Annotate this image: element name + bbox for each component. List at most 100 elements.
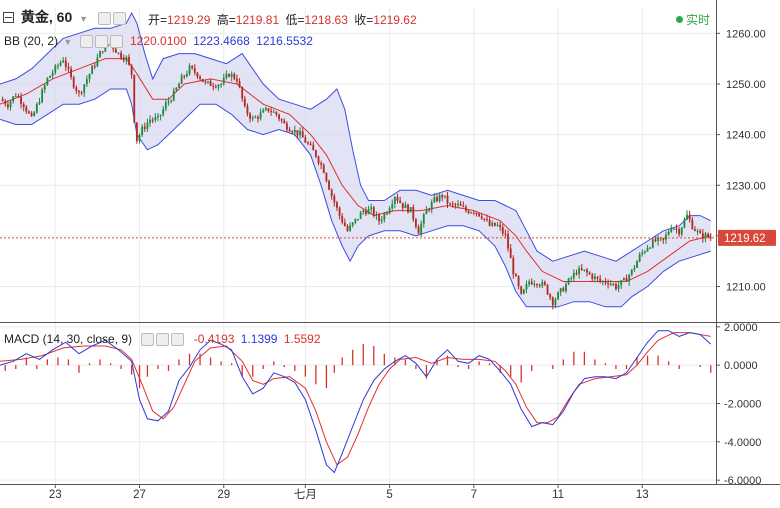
realtime-indicator[interactable]: 实时: [676, 13, 710, 27]
bb-tool-icons[interactable]: [79, 34, 125, 49]
candle-body: [196, 72, 199, 77]
gear-icon: [94, 35, 108, 49]
price-panel[interactable]: [0, 12, 716, 310]
candle-body: [704, 233, 707, 239]
candle-body: [91, 65, 94, 75]
candle-body: [694, 229, 696, 231]
candle-body: [625, 278, 628, 282]
candle-body: [159, 114, 162, 116]
candle-body: [536, 284, 538, 286]
candle-body: [4, 100, 7, 105]
candle-body: [354, 218, 357, 223]
candle-body: [25, 106, 28, 112]
candle-body: [404, 204, 407, 209]
time-axis-label: 23: [49, 489, 62, 501]
candle-body: [570, 278, 573, 280]
candle-body: [391, 203, 394, 209]
candle-body: [396, 197, 399, 201]
candle-body: [483, 218, 486, 220]
candle-body: [141, 126, 144, 136]
symbol-name[interactable]: 黄金: [20, 9, 49, 25]
candle-body: [612, 283, 615, 285]
macd-panel[interactable]: [0, 330, 712, 474]
candle-body: [480, 216, 483, 219]
candle-body: [620, 280, 623, 286]
candle-body: [486, 218, 488, 220]
macd-axis-label: -4.0000: [724, 437, 761, 449]
macd-legend: MACD (14, 30, close, 9) -0.4193 1.1399 1…: [4, 332, 321, 347]
candle-body: [54, 65, 57, 73]
price-axis-label: 1230.00: [726, 180, 766, 192]
candle-body: [507, 234, 509, 249]
candle-body: [291, 131, 294, 133]
candle-body: [607, 282, 609, 285]
interval[interactable]: 60: [56, 9, 73, 25]
chevron-down-icon[interactable]: ▼: [79, 14, 89, 24]
candle-body: [622, 278, 625, 281]
candle-body: [567, 278, 570, 285]
candle-body: [107, 44, 109, 46]
candle-body: [357, 218, 359, 220]
candle-body: [601, 281, 604, 283]
candle-body: [283, 120, 286, 124]
candle-body: [699, 230, 702, 234]
macd-signal-line: [0, 332, 711, 466]
bb-legend: BB (20, 2) ▼ 1220.0100 1223.4668 1216.55…: [4, 34, 313, 49]
collapse-icon[interactable]: [3, 11, 14, 23]
candle-body: [22, 104, 25, 107]
candle-body: [212, 85, 215, 87]
candle-body: [99, 51, 101, 58]
candle-body: [249, 113, 251, 119]
candle-body: [667, 231, 670, 235]
candle-body: [462, 205, 465, 207]
candle-body: [270, 111, 273, 113]
candle-body: [204, 81, 207, 83]
candle-body: [220, 84, 223, 86]
open-label: 开=: [148, 13, 168, 27]
candle-body: [420, 223, 423, 234]
candle-body: [380, 219, 383, 222]
candle-body: [633, 267, 636, 270]
bb-label[interactable]: BB (20, 2): [4, 34, 59, 48]
candle-body: [312, 144, 315, 151]
candle-body: [665, 234, 667, 240]
candle-body: [488, 219, 491, 226]
candle-body: [425, 209, 428, 215]
candle-body: [386, 213, 388, 215]
candle-body: [157, 115, 159, 118]
candle-body: [154, 117, 157, 121]
candle-body: [422, 214, 425, 224]
candle-body: [533, 284, 536, 286]
candle-body: [325, 172, 328, 182]
candle-body: [501, 227, 504, 234]
candle-body: [586, 269, 588, 273]
candle-body: [330, 189, 333, 197]
chevron-down-icon[interactable]: ▼: [63, 37, 73, 47]
macd-label[interactable]: MACD (14, 30, close, 9): [4, 332, 133, 346]
candle-body: [251, 117, 254, 119]
candle-body: [580, 268, 583, 271]
candle-body: [214, 86, 217, 88]
candle-body: [175, 87, 178, 91]
candle-body: [499, 224, 502, 228]
price-axis-label: 1250.00: [726, 79, 766, 91]
candle-body: [336, 202, 338, 208]
candle-body: [649, 247, 652, 249]
candle-body: [70, 68, 72, 78]
time-axis-label: 13: [636, 489, 649, 501]
candle-body: [317, 156, 320, 164]
bb-mid-line: [0, 58, 711, 282]
candle-body: [230, 73, 233, 77]
candle-body: [46, 77, 49, 85]
close-icon: [171, 333, 185, 347]
candle-body: [120, 52, 123, 59]
price-axis-label: 1210.00: [726, 282, 766, 294]
settings-icons[interactable]: [97, 9, 128, 25]
macd-tool-icons[interactable]: [141, 332, 186, 347]
candle-body: [701, 233, 704, 239]
price-axis-label: 1240.00: [726, 130, 766, 142]
candle-body: [9, 101, 12, 108]
candle-body: [346, 226, 349, 231]
candle-body: [164, 102, 167, 109]
